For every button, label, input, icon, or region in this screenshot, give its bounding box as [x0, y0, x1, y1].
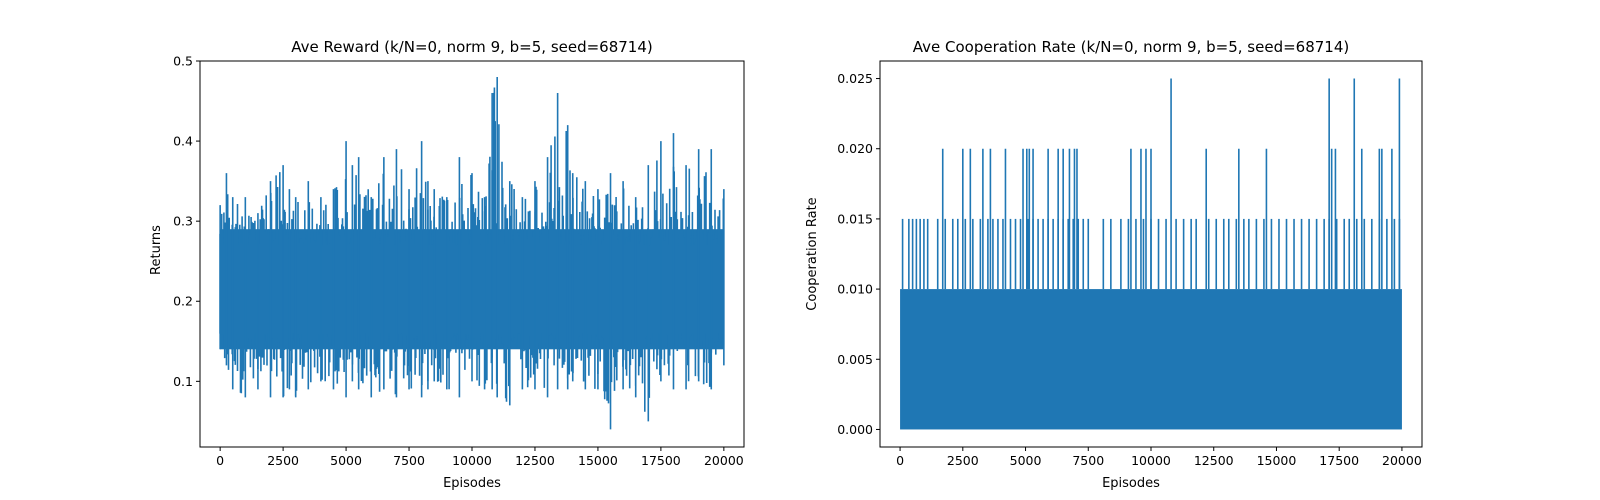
cooperation-core-band — [900, 289, 1402, 430]
reward-x-tick-label: 17500 — [641, 453, 681, 468]
cooperation-y-tick-label: 0.000 — [837, 422, 873, 437]
cooperation-plot-frame — [879, 60, 1423, 448]
reward-chart-title: Ave Reward (k/N=0, norm 9, b=5, seed=687… — [291, 38, 653, 56]
reward-chart: Ave Reward (k/N=0, norm 9, b=5, seed=687… — [149, 38, 745, 491]
cooperation-x-tick-label: 12500 — [1194, 453, 1234, 468]
reward-x-tick-label: 5000 — [330, 453, 362, 468]
reward-y-tick-label: 0.3 — [173, 214, 193, 229]
cooperation-x-tick-label: 7500 — [1072, 453, 1104, 468]
cooperation-x-tick-label: 2500 — [947, 453, 979, 468]
cooperation-x-tick-label: 15000 — [1257, 453, 1297, 468]
reward-y-tick-label: 0.4 — [173, 134, 193, 149]
cooperation-y-tick-label: 0.025 — [837, 71, 873, 86]
cooperation-x-tick-label: 5000 — [1010, 453, 1042, 468]
reward-x-tick-label: 20000 — [704, 453, 744, 468]
cooperation-y-axis-label: Cooperation Rate — [805, 197, 820, 310]
reward-x-tick-label: 15000 — [578, 453, 618, 468]
cooperation-x-axis-label: Episodes — [1102, 476, 1160, 491]
cooperation-x-tick-label: 0 — [896, 453, 904, 468]
reward-x-tick-label: 7500 — [393, 453, 425, 468]
cooperation-y-tick-label: 0.020 — [837, 141, 873, 156]
cooperation-chart: Ave Cooperation Rate (k/N=0, norm 9, b=5… — [805, 38, 1423, 491]
reward-x-tick-label: 0 — [216, 453, 224, 468]
cooperation-x-tick-label: 17500 — [1319, 453, 1359, 468]
cooperation-chart-title: Ave Cooperation Rate (k/N=0, norm 9, b=5… — [913, 38, 1349, 56]
reward-plot-area: 0 2500 5000 7500 10000 12500 15000 17500 20000 0.… — [173, 54, 744, 469]
reward-x-tick-label: 12500 — [515, 453, 555, 468]
cooperation-x-tick-label: 10000 — [1131, 453, 1171, 468]
reward-x-tick-label: 2500 — [267, 453, 299, 468]
reward-x-tick-label: 10000 — [452, 453, 492, 468]
reward-y-tick-label: 0.2 — [173, 294, 193, 309]
cooperation-x-tick-label: 20000 — [1382, 453, 1422, 468]
cooperation-y-tick-label: 0.015 — [837, 211, 873, 226]
cooperation-plot-area: 0 2500 5000 7500 10000 12500 15000 17500 20000 0.… — [837, 71, 1422, 468]
reward-plot-frame — [199, 60, 745, 448]
cooperation-y-tick-label: 0.005 — [837, 352, 873, 367]
reward-y-tick-label: 0.5 — [173, 54, 193, 69]
reward-x-axis-label: Episodes — [443, 476, 501, 491]
reward-y-axis-label: Returns — [149, 225, 164, 275]
reward-y-tick-label: 0.1 — [173, 374, 193, 389]
cooperation-y-tick-label: 0.010 — [837, 282, 873, 297]
